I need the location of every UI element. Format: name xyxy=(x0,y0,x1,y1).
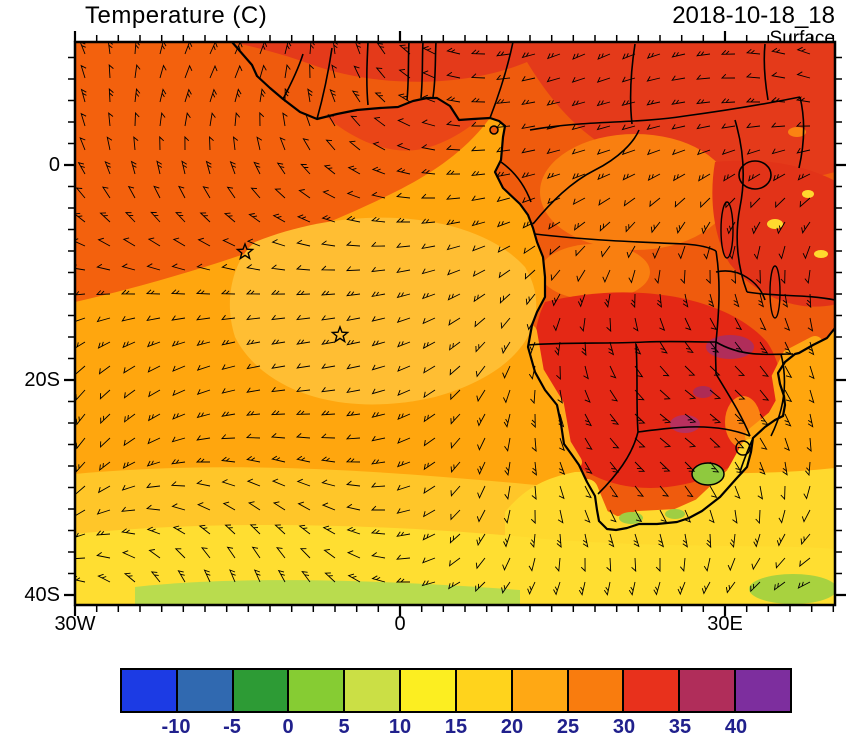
mild-ocean-wedge xyxy=(229,217,537,405)
star-marker xyxy=(235,242,255,261)
colorbar-cell xyxy=(343,668,402,713)
plot-frame xyxy=(73,40,837,607)
lake-victoria xyxy=(738,160,772,190)
lesotho-region xyxy=(691,462,725,486)
colorbar-cell xyxy=(678,668,737,713)
colorbar-tick-label: -5 xyxy=(223,716,241,738)
colorbar-cell xyxy=(622,668,681,713)
colorbar-tick-label: 5 xyxy=(338,716,350,738)
y-axis-label-20s: 20S xyxy=(24,369,60,391)
x-axis-label-30e: 30E xyxy=(707,613,743,635)
colorbar-tick-label: 30 xyxy=(612,716,636,738)
colorbar-cell xyxy=(734,668,792,713)
y-axis-label-eq: 0 xyxy=(48,154,60,176)
country-borders xyxy=(282,42,835,495)
wind-barbs xyxy=(75,42,815,596)
y-axis-label-40s: 40S xyxy=(24,584,60,606)
map-field xyxy=(75,42,835,605)
storm-markers xyxy=(235,242,350,344)
colorbar-tick-label: 35 xyxy=(668,716,692,738)
eswatini-border xyxy=(735,440,751,456)
land-temperature-fills xyxy=(232,42,835,530)
map-plot xyxy=(64,31,846,616)
colorbar-cell xyxy=(231,668,290,713)
x-axis-label-30w: 30W xyxy=(54,613,96,635)
colorbar-tick-label: 40 xyxy=(724,716,748,738)
colorbar-cell xyxy=(510,668,569,713)
major-ticks xyxy=(64,31,846,616)
colorbar-cell xyxy=(120,668,178,713)
colorbar-cell xyxy=(399,668,457,713)
colorbar-cell xyxy=(566,668,625,713)
colorbar-tick-label: 20 xyxy=(500,716,524,738)
cold-strip-south xyxy=(135,580,520,605)
cold-patch-southeast xyxy=(749,574,835,604)
page-title: Temperature (C) xyxy=(85,2,268,29)
colorbar-cell xyxy=(287,668,346,713)
lake-malawi xyxy=(769,265,781,319)
datetime-label: 2018-10-18_18 xyxy=(672,2,835,29)
colorbar-cell xyxy=(175,668,234,713)
x-axis-label-0: 0 xyxy=(394,613,406,635)
colorbar-tick-label: -10 xyxy=(161,716,191,738)
colorbar xyxy=(120,668,792,713)
colorbar-tick-label: 25 xyxy=(556,716,580,738)
colorbar-tick-label: 0 xyxy=(282,716,294,738)
lake-tanganyika xyxy=(720,201,734,259)
colorbar-tick-label: 10 xyxy=(388,716,412,738)
colorbar-cell xyxy=(454,668,513,713)
colorbar-tick-label: 15 xyxy=(444,716,468,738)
bioko-island xyxy=(489,125,499,135)
star-marker xyxy=(330,325,350,344)
